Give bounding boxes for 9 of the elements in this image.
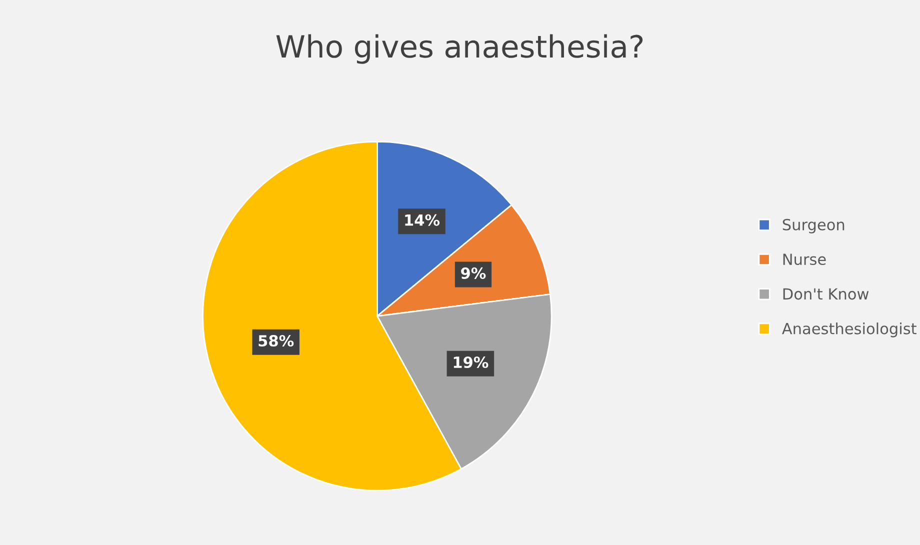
legend-label: Don't Know: [783, 288, 869, 300]
data-label: 58%: [258, 335, 294, 347]
chart-title: Who gives anaesthesia?: [276, 34, 643, 64]
legend-label: Surgeon: [782, 218, 844, 234]
data-label: 14%: [405, 214, 440, 226]
legend-label: Nurse: [783, 254, 826, 266]
data-label: 9%: [461, 267, 486, 279]
legend-label: Anaesthesiologist: [782, 322, 916, 338]
data-label: 19%: [454, 356, 488, 368]
